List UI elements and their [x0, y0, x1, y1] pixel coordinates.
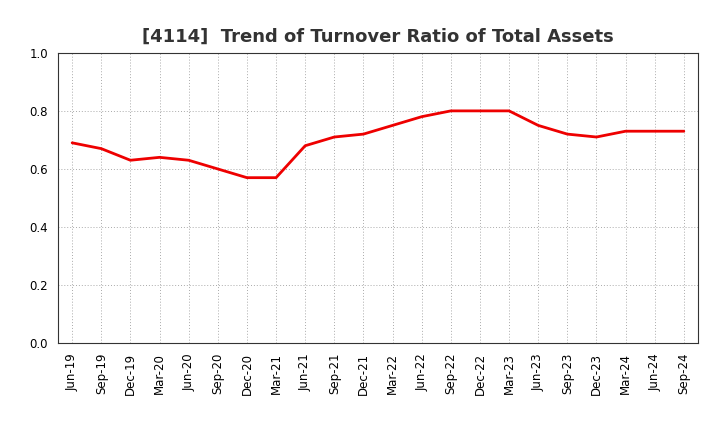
Title: [4114]  Trend of Turnover Ratio of Total Assets: [4114] Trend of Turnover Ratio of Total …	[142, 28, 614, 46]
